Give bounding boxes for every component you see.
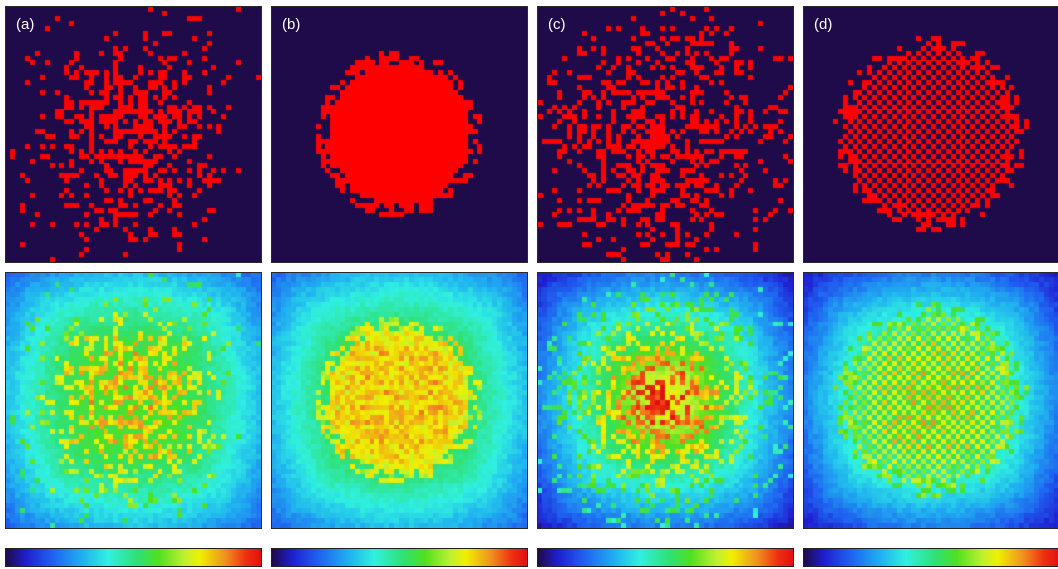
column-b: (b) bbox=[271, 0, 528, 569]
colorbar-a bbox=[5, 548, 262, 567]
lattice-map-d bbox=[804, 7, 1058, 262]
lattice-map-c bbox=[538, 7, 793, 262]
lattice-panel-a: (a) bbox=[5, 6, 262, 263]
heatmap-b bbox=[272, 273, 527, 528]
heatmap-c bbox=[538, 273, 793, 528]
lattice-map-a bbox=[6, 7, 261, 262]
panel-label-a: (a) bbox=[16, 16, 35, 33]
lattice-map-b bbox=[272, 7, 527, 262]
panel-label-d: (d) bbox=[814, 16, 833, 33]
lattice-panel-d: (d) bbox=[803, 6, 1058, 263]
colorbar-c bbox=[537, 548, 794, 567]
heatmap-panel-c bbox=[537, 272, 794, 529]
lattice-panel-b: (b) bbox=[271, 6, 528, 263]
panel-label-b: (b) bbox=[282, 16, 301, 33]
heatmap-a bbox=[6, 273, 261, 528]
column-d: (d) bbox=[803, 0, 1058, 569]
column-a: (a) bbox=[5, 0, 262, 569]
heatmap-panel-b bbox=[271, 272, 528, 529]
colorbar-d bbox=[803, 548, 1058, 567]
heatmap-panel-d bbox=[803, 272, 1058, 529]
heatmap-d bbox=[804, 273, 1058, 528]
lattice-panel-c: (c) bbox=[537, 6, 794, 263]
panel-label-c: (c) bbox=[548, 16, 566, 33]
column-c: (c) bbox=[537, 0, 794, 569]
colorbar-b bbox=[271, 548, 528, 567]
heatmap-panel-a bbox=[5, 272, 262, 529]
